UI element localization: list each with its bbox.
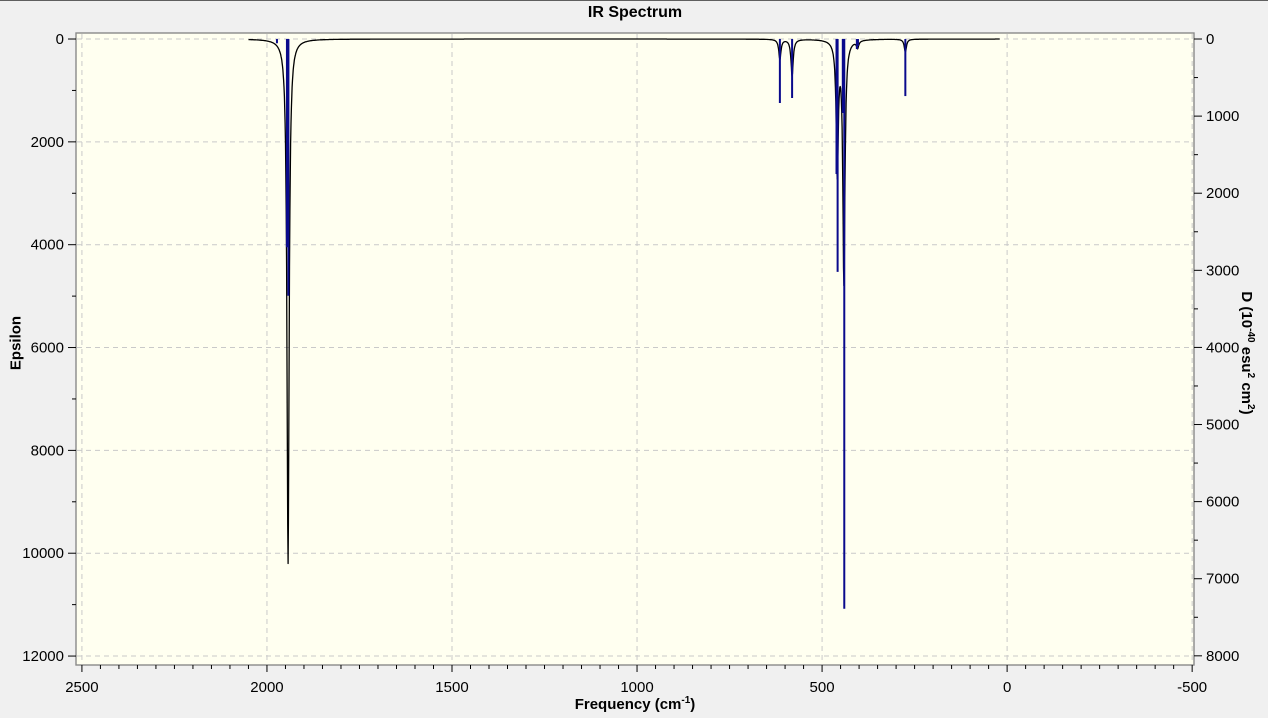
dipole-strength-sticks [275,39,907,609]
axis-tick-labels: 2500 2000 1500 1000 500 0 -5000200040006000800… [22,31,1239,696]
svg-text:4000: 4000 [31,237,64,254]
axis-ticks [68,38,1202,672]
x-axis-label: Frequency (cm-1) [574,695,696,713]
svg-text:0: 0 [1003,679,1011,696]
epsilon-curve [248,38,1000,565]
svg-text:2500: 2500 [65,679,98,696]
svg-text:1000: 1000 [1206,108,1239,125]
svg-text:12000: 12000 [22,648,64,665]
y-axis-label-epsilon: Epsilon [7,315,25,371]
svg-text:0: 0 [56,31,64,48]
svg-text:6000: 6000 [31,340,64,357]
svg-text:2000: 2000 [1206,185,1239,202]
svg-text:1000: 1000 [620,679,653,696]
chart-title: IR Spectrum [587,4,683,21]
svg-text:6000: 6000 [1206,494,1239,511]
svg-text:5000: 5000 [1206,417,1239,434]
svg-text:10000: 10000 [22,545,64,562]
svg-text:4000: 4000 [1206,339,1239,356]
plot-area [76,33,1194,665]
y-axis-label-dipole: D (10-40 esu2 cm2) [1238,291,1256,415]
svg-text:3000: 3000 [1206,262,1239,279]
svg-text:7000: 7000 [1206,571,1239,588]
svg-text:500: 500 [810,679,835,696]
svg-text:8000: 8000 [31,442,64,459]
svg-text:0: 0 [1206,31,1214,48]
svg-text:-500: -500 [1177,679,1207,696]
svg-text:1500: 1500 [435,679,468,696]
svg-text:8000: 8000 [1206,648,1239,665]
svg-text:2000: 2000 [250,679,283,696]
svg-text:2000: 2000 [31,134,64,151]
plot-border [75,32,1195,666]
